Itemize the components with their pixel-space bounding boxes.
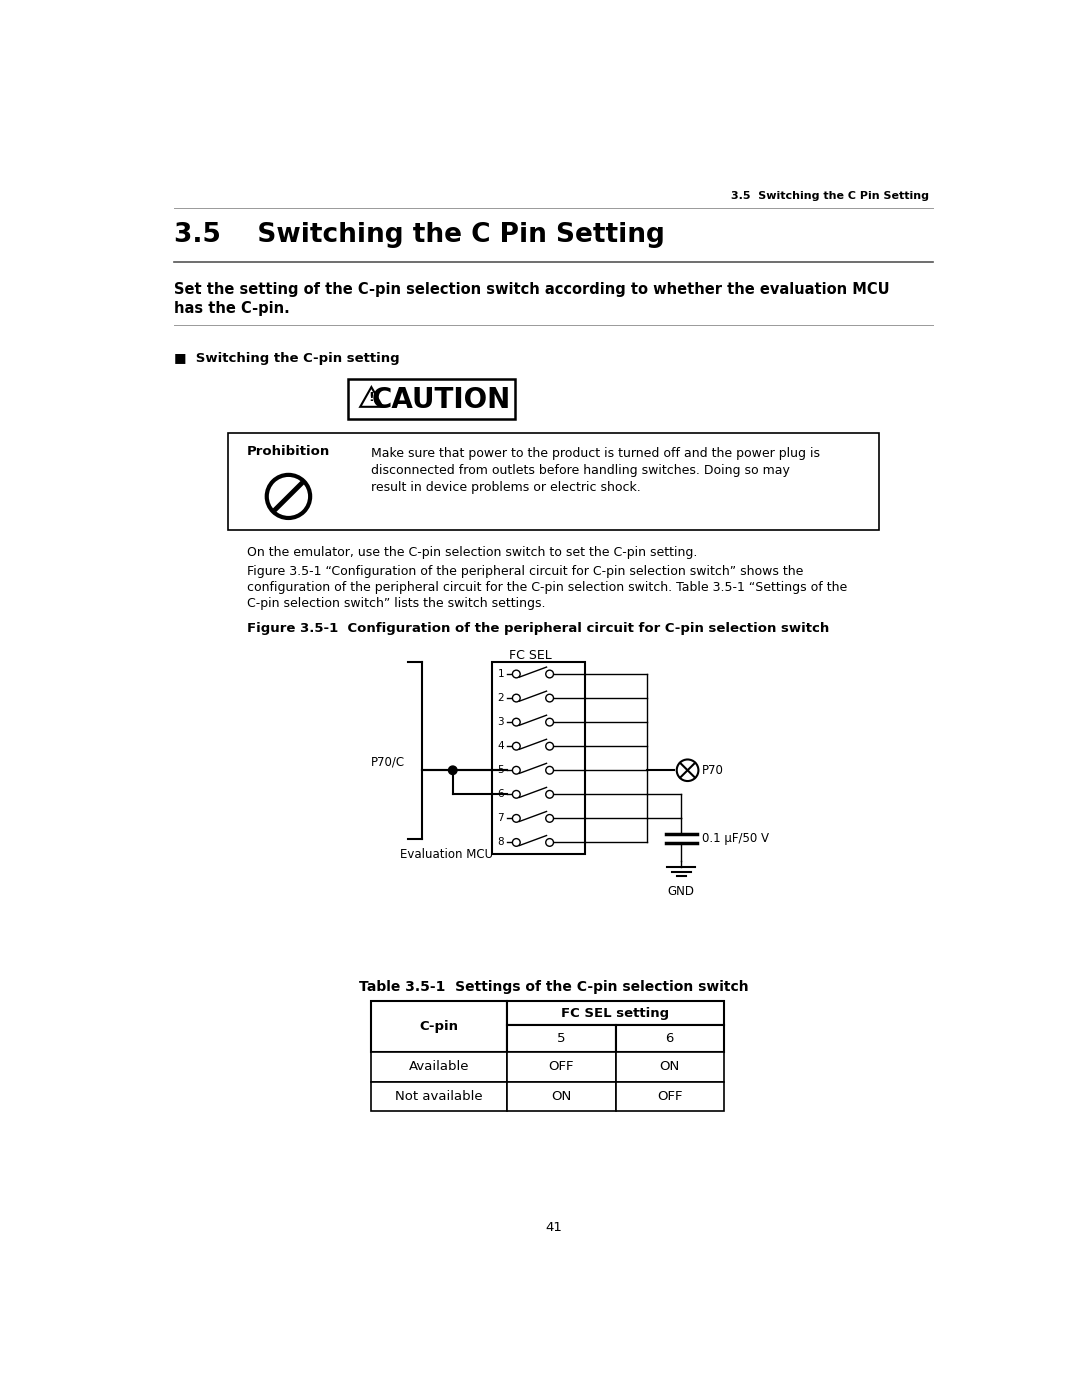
Text: 3: 3	[498, 717, 504, 726]
Bar	[507, 1025, 616, 1052]
Text: ON: ON	[660, 1060, 680, 1073]
Text: ON: ON	[551, 1090, 571, 1102]
Text: 1: 1	[498, 669, 504, 679]
Circle shape	[545, 694, 554, 701]
Circle shape	[512, 791, 521, 798]
Circle shape	[545, 671, 554, 678]
Text: disconnected from outlets before handling switches. Doing so may: disconnected from outlets before handlin…	[372, 464, 791, 478]
Bar	[491, 662, 584, 855]
Text: On the emulator, use the C-pin selection switch to set the C-pin setting.: On the emulator, use the C-pin selection…	[247, 546, 698, 559]
Circle shape	[512, 814, 521, 823]
Text: configuration of the peripheral circuit for the C-pin selection switch. Table 3.: configuration of the peripheral circuit …	[247, 581, 848, 594]
Circle shape	[677, 760, 699, 781]
Text: P70/C: P70/C	[370, 756, 405, 768]
Text: CAUTION: CAUTION	[372, 386, 511, 414]
Circle shape	[512, 767, 521, 774]
Text: 5: 5	[498, 766, 504, 775]
Text: !: !	[368, 391, 375, 404]
Text: Figure 3.5-1  Configuration of the peripheral circuit for C-pin selection switch: Figure 3.5-1 Configuration of the periph…	[247, 622, 829, 636]
Text: GND: GND	[667, 886, 694, 898]
Text: FC SEL: FC SEL	[509, 648, 552, 662]
Circle shape	[545, 838, 554, 847]
Text: 6: 6	[498, 789, 504, 799]
Bar	[372, 1081, 507, 1111]
Circle shape	[512, 671, 521, 678]
Bar	[507, 1052, 616, 1081]
Circle shape	[512, 742, 521, 750]
Circle shape	[545, 791, 554, 798]
Text: P70: P70	[702, 764, 725, 777]
Text: C-pin selection switch” lists the switch settings.: C-pin selection switch” lists the switch…	[247, 598, 545, 610]
Circle shape	[545, 814, 554, 823]
Bar	[507, 1000, 724, 1025]
Circle shape	[512, 718, 521, 726]
Text: Table 3.5-1  Settings of the C-pin selection switch: Table 3.5-1 Settings of the C-pin select…	[359, 979, 748, 995]
Text: 41: 41	[545, 1221, 562, 1234]
Text: OFF: OFF	[657, 1090, 683, 1102]
Circle shape	[545, 767, 554, 774]
Text: 7: 7	[498, 813, 504, 823]
Text: C-pin: C-pin	[420, 1020, 459, 1032]
Text: 3.5    Switching the C Pin Setting: 3.5 Switching the C Pin Setting	[174, 222, 664, 247]
Text: 3.5  Switching the C Pin Setting: 3.5 Switching the C Pin Setting	[731, 191, 930, 201]
Text: 5: 5	[557, 1032, 566, 1045]
Text: has the C-pin.: has the C-pin.	[174, 300, 289, 316]
Bar	[228, 433, 879, 529]
Text: OFF: OFF	[549, 1060, 573, 1073]
Bar	[372, 1052, 507, 1081]
Text: 6: 6	[665, 1032, 674, 1045]
Text: Not available: Not available	[395, 1090, 483, 1102]
Text: Figure 3.5-1 “Configuration of the peripheral circuit for C-pin selection switch: Figure 3.5-1 “Configuration of the perip…	[247, 564, 804, 578]
Text: 0.1 μF/50 V: 0.1 μF/50 V	[702, 831, 769, 845]
Text: 8: 8	[498, 837, 504, 848]
Text: result in device problems or electric shock.: result in device problems or electric sh…	[372, 481, 642, 495]
Polygon shape	[361, 387, 382, 407]
Circle shape	[545, 742, 554, 750]
Text: Evaluation MCU: Evaluation MCU	[400, 848, 494, 862]
Circle shape	[512, 694, 521, 701]
Bar	[616, 1052, 724, 1081]
Bar	[616, 1081, 724, 1111]
Text: 2: 2	[498, 693, 504, 703]
Bar	[348, 380, 515, 419]
Text: 4: 4	[498, 742, 504, 752]
Text: Prohibition: Prohibition	[247, 444, 330, 458]
Bar	[372, 1000, 507, 1052]
Circle shape	[448, 766, 457, 774]
Text: Available: Available	[409, 1060, 470, 1073]
Circle shape	[512, 838, 521, 847]
Circle shape	[267, 475, 310, 518]
Text: Set the setting of the C-pin selection switch according to whether the evaluatio: Set the setting of the C-pin selection s…	[174, 282, 889, 296]
Bar	[507, 1081, 616, 1111]
Text: ■  Switching the C-pin setting: ■ Switching the C-pin setting	[174, 352, 400, 366]
Text: FC SEL setting: FC SEL setting	[562, 1007, 670, 1020]
Text: Make sure that power to the product is turned off and the power plug is: Make sure that power to the product is t…	[372, 447, 821, 460]
Circle shape	[545, 718, 554, 726]
Bar	[616, 1025, 724, 1052]
